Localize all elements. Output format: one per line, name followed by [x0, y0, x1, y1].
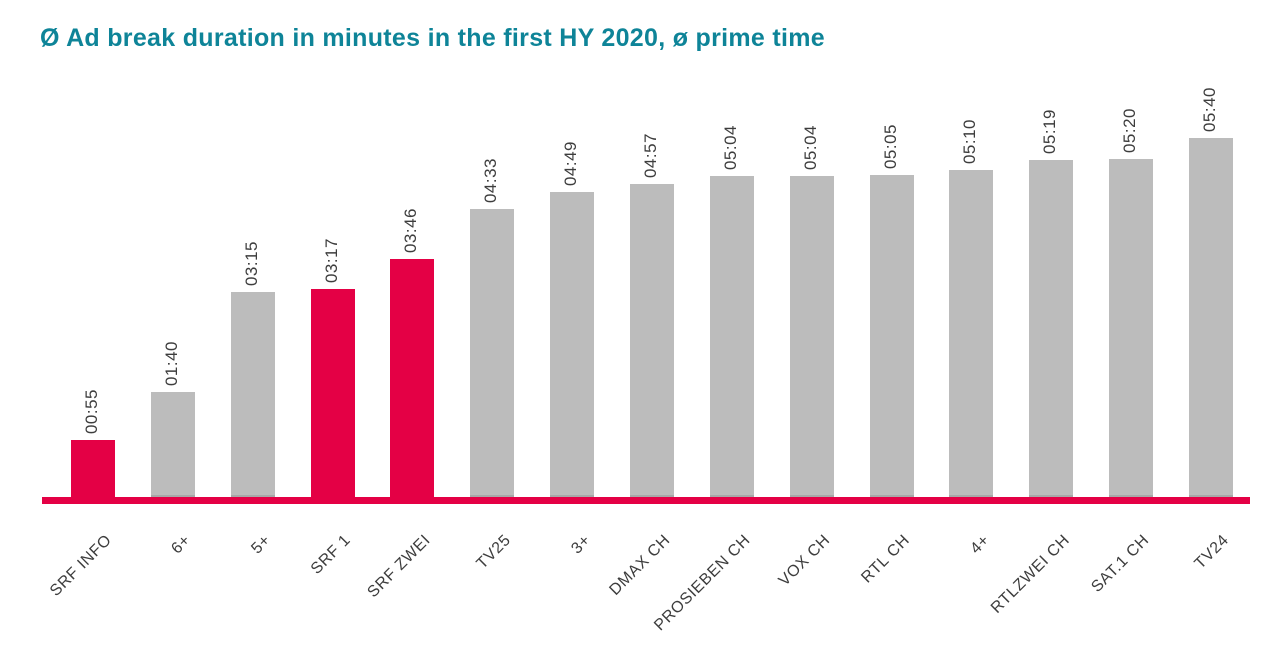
bar-value-label: 05:04: [720, 124, 740, 170]
bar-value-label: 04:49: [561, 140, 581, 186]
bar: [310, 289, 355, 501]
bar-value-label: 05:20: [1120, 107, 1140, 153]
bar-value-label: 05:10: [960, 118, 980, 164]
chart-title: Ø Ad break duration in minutes in the fi…: [40, 24, 825, 52]
bar-value-label: 04:57: [641, 132, 660, 178]
bar-value-label: 05:04: [800, 124, 820, 170]
bar-category-label: RTLZWEI CH: [987, 531, 1073, 617]
bar-value-label: 00:55: [82, 388, 101, 434]
bar-value-label: 05:40: [1200, 86, 1219, 132]
bar-value-label: 03:15: [241, 240, 261, 286]
bar-category-label: RTL CH: [858, 531, 914, 587]
bar-value-label: 05:05: [880, 123, 900, 169]
bar: [789, 176, 834, 501]
bar-category-label: TV24: [1191, 531, 1233, 573]
bar-value-label: 03:17: [321, 237, 341, 283]
bar-category-label: TV25: [473, 531, 514, 573]
bar-value-label: 04:33: [481, 157, 501, 203]
bar: [550, 192, 595, 501]
bar-value-label: 03:46: [401, 207, 421, 253]
bar-category-label: 3+: [568, 531, 594, 558]
bar: [71, 440, 115, 501]
bar-value-label: 01:40: [161, 340, 181, 386]
chart-baseline: [42, 497, 1250, 504]
bar: [1029, 160, 1074, 501]
bar: [949, 170, 994, 501]
bar-category-label: VOX CH: [775, 531, 834, 590]
bar-category-label: SRF ZWEI: [364, 531, 435, 602]
bar-category-label: DMAX CH: [606, 531, 674, 599]
bar: [709, 176, 754, 501]
bar-category-label: SRF 1: [308, 531, 355, 578]
bar-category-label: 5+: [248, 531, 275, 558]
bar: [630, 184, 674, 501]
bar: [1189, 138, 1233, 501]
bar: [150, 392, 195, 501]
bar-category-label: 6+: [168, 531, 195, 558]
bar-category-label: SAT.1 CH: [1088, 531, 1153, 596]
bar: [869, 175, 914, 501]
bar: [390, 259, 435, 501]
bar: [470, 209, 515, 501]
bar: [230, 292, 275, 501]
bar: [1109, 159, 1154, 501]
bar-category-label: SRF INFO: [46, 531, 115, 600]
bar-value-label: 05:19: [1040, 108, 1060, 154]
bar-category-label: 4+: [967, 531, 994, 558]
